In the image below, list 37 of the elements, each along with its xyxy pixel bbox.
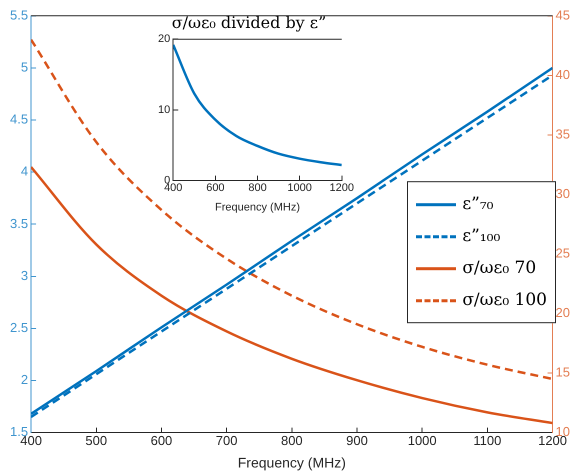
x-tick-label: 1100 [473, 432, 502, 448]
line-series [173, 44, 342, 166]
x-tick-label: 500 [85, 432, 108, 448]
y2-tick-label: 40 [556, 66, 570, 82]
y-tick-label: 5 [20, 59, 28, 74]
legend-label: ε”₁₀₀ [462, 226, 500, 246]
chart-title: σ/ωε₀ divided by ε” [172, 12, 326, 32]
x-tick-label: 700 [216, 432, 238, 448]
legend-label: ε”₇₀ [462, 194, 494, 214]
y-tick-label: 20 [158, 33, 170, 46]
y2-tick-label: 15 [556, 364, 570, 380]
y-tick-label: 5.5 [10, 7, 28, 22]
y2-tick-label: 25 [556, 246, 570, 261]
x-axis-title: Frequency (MHz) [238, 454, 346, 470]
y-tick-label: 4 [20, 164, 28, 179]
y-tick-label: 4.5 [10, 112, 28, 127]
y-tick-label: 2 [20, 372, 28, 388]
y2-tick-label: 30 [556, 186, 570, 202]
x-tick-label: 600 [150, 432, 172, 448]
y-tick-label: 3.5 [10, 216, 28, 231]
y2-tick-label: 35 [556, 126, 570, 142]
x-tick-label: 1200 [330, 182, 354, 194]
y2-tick-label: 20 [556, 305, 570, 320]
x-axis-title: Frequency (MHz) [215, 201, 300, 214]
x-tick-label: 800 [280, 432, 303, 448]
x-tick-label: 900 [346, 432, 368, 448]
y-tick-label: 10 [158, 104, 170, 116]
y-tick-label: 3 [20, 268, 28, 283]
x-tick-label: 1000 [408, 432, 437, 448]
legend-label: σ/ωε₀ 100 [462, 290, 547, 310]
y2-tick-label: 45 [556, 7, 570, 22]
x-tick-label: 800 [248, 182, 267, 194]
y-tick-label: 2.5 [10, 320, 28, 335]
x-tick-label: 600 [206, 182, 225, 194]
legend-label: σ/ωε₀ 70 [462, 258, 536, 278]
x-tick-label: 1000 [287, 182, 312, 194]
line-series [31, 166, 553, 424]
